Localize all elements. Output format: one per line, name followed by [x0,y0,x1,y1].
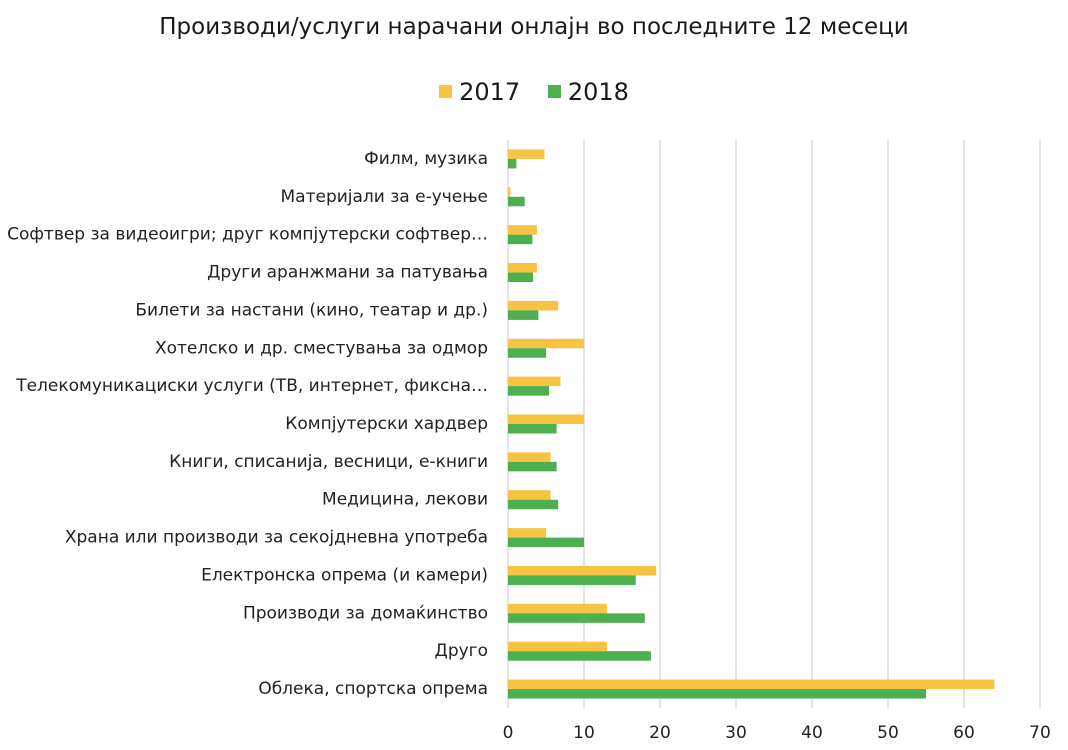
bar-2018 [508,689,926,699]
category-label: Книги, списанија, весници, е-книги [169,452,488,472]
bar-2018 [508,310,539,320]
category-label: Други аранжмани за патувања [207,263,488,283]
category-label: Електронска опрема (и камери) [201,565,488,585]
category-label: Телекомуникациски услуги (ТВ, интернет, … [15,376,488,396]
bar-2017 [508,679,995,690]
bar-2018 [508,272,534,283]
bar-2017 [508,376,561,387]
category-label: Производи за домаќинство [243,603,488,623]
category-label: Билети за настани (кино, театар и др.) [135,300,488,320]
bar-2017 [508,263,537,273]
legend-item-2018: 2018 [547,77,629,106]
category-label: Хотелско и др. сместувања за одмор [155,338,488,358]
category-label: Софтвер за видеоигри; друг компјутерски … [7,225,488,245]
bar-2017 [508,490,551,500]
category-label: Филм, музика [364,149,488,169]
x-tick-label: 0 [503,723,514,743]
bar-2018 [508,424,557,434]
x-tick-label: 30 [725,723,747,743]
bar-2018 [508,499,559,510]
category-label: Храна или производи за секојдневна употр… [65,528,488,548]
legend-swatch-2018 [547,85,561,98]
x-tick-label: 50 [877,723,899,743]
x-tick-label: 70 [1029,723,1051,743]
chart-title: Производи/услуги нарачани онлајн во посл… [159,14,909,40]
bar-2018 [508,158,517,169]
x-tick-label: 40 [801,723,823,743]
bar-2018 [508,575,636,585]
x-tick-label: 10 [573,723,595,743]
bar-2017 [508,603,607,614]
legend-label-2017: 2017 [459,77,521,106]
bar-2017 [508,187,511,197]
x-tick-label: 20 [649,723,671,743]
bar-2018 [508,537,584,548]
bar-2017 [508,641,607,652]
bar-2018 [508,461,557,472]
x-tick-label: 60 [953,723,975,743]
bar-2018 [508,386,550,396]
category-label: Друго [435,641,488,661]
bar-2017 [508,414,584,424]
category-label: Компјутерски хардвер [285,414,488,434]
bar-2017 [508,528,546,538]
category-label: Материјали за е-учење [281,187,489,207]
category-label: Медицина, лекови [322,490,488,510]
bar-2018 [508,651,651,661]
category-label: Облека, спортска опрема [258,679,488,699]
legend-label-2018: 2018 [567,77,629,106]
bar-2017 [508,565,657,576]
bar-2017 [508,452,551,462]
bar-2017 [508,300,559,311]
legend-swatch-2017 [439,85,453,98]
bar-2018 [508,234,533,245]
bar-2017 [508,338,584,349]
bar-2018 [508,348,546,358]
bar-2018 [508,196,525,207]
bar-2017 [508,225,537,235]
bar-2018 [508,613,645,623]
legend-item-2017: 2017 [439,78,520,106]
legend: 2017 2018 [0,76,1068,106]
bar-2017 [508,149,545,159]
